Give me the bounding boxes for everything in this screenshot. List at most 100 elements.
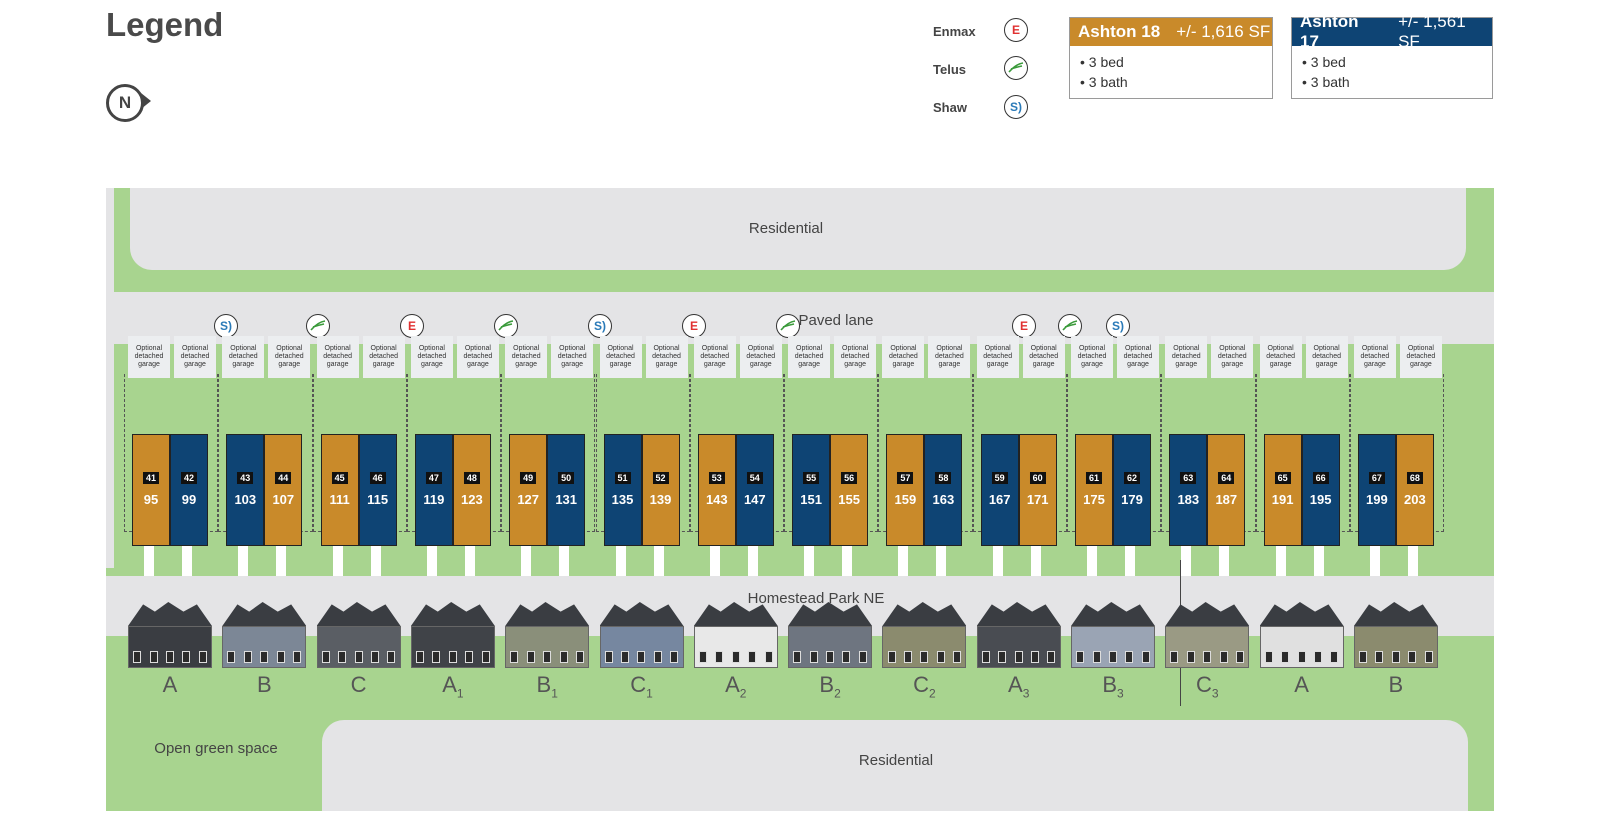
unit-lot-57[interactable]: 57 159 — [886, 434, 925, 546]
unit-lot-49[interactable]: 49 127 — [509, 434, 548, 546]
north-arrow-icon: N — [106, 84, 144, 122]
enmax-label: Enmax — [933, 24, 976, 39]
unit-lot-47[interactable]: 47 119 — [414, 434, 453, 546]
house-window — [293, 651, 302, 663]
lot-number: 48 — [463, 472, 480, 484]
optional-garage: Optional detached garage — [174, 336, 216, 378]
unit-lot-65[interactable]: 65 191 — [1263, 434, 1302, 546]
unit-lot-52[interactable]: 52 139 — [641, 434, 680, 546]
optional-garage: Optional detached garage — [1022, 336, 1065, 378]
optional-garage: Optional detached garage — [928, 336, 971, 378]
house-elevation-image — [1353, 602, 1438, 668]
unit-lot-68[interactable]: 68 203 — [1395, 434, 1434, 546]
unit-lot-43[interactable]: 43 103 — [226, 434, 265, 546]
lot-number: 56 — [841, 472, 858, 484]
unit-lot-56[interactable]: 56 155 — [830, 434, 869, 546]
front-walkway — [1087, 546, 1097, 576]
unit-lot-58[interactable]: 58 163 — [924, 434, 963, 546]
house-facade — [1353, 626, 1438, 668]
house-window — [543, 651, 552, 663]
lot-number: 62 — [1123, 472, 1141, 484]
front-walkway — [1369, 546, 1380, 576]
unit-lot-59[interactable]: 59 167 — [980, 434, 1019, 546]
lot-number: 57 — [897, 472, 914, 484]
shaw-icon: S) — [588, 314, 612, 338]
legend-title: Legend — [106, 6, 224, 43]
house-window — [1424, 651, 1433, 663]
house-window — [748, 651, 757, 663]
house-roof — [410, 602, 495, 626]
house-window — [338, 651, 347, 663]
unit-address: 175 — [1083, 492, 1105, 507]
house-window — [1408, 651, 1417, 663]
unit-address: 179 — [1121, 492, 1143, 507]
unit-address: 103 — [234, 492, 257, 507]
house-window — [1186, 651, 1195, 663]
house-roof — [222, 602, 307, 626]
telus-icon — [1058, 314, 1082, 338]
house-window — [481, 651, 490, 663]
front-walkway — [144, 546, 154, 576]
unit-lot-67[interactable]: 67 199 — [1357, 434, 1396, 546]
elevation-label: C — [350, 672, 367, 697]
house-window — [416, 651, 425, 663]
house-window — [243, 651, 252, 663]
lot-number: 52 — [652, 472, 669, 484]
unit-lot-41[interactable]: 41 95 — [132, 434, 170, 546]
house-window — [165, 651, 174, 663]
unit-lot-46[interactable]: 46 115 — [358, 434, 397, 546]
shaw-label: Shaw — [933, 100, 967, 115]
optional-garage: Optional detached garage — [693, 336, 736, 378]
house-elevation-image — [505, 602, 590, 668]
lot-number: 64 — [1218, 472, 1235, 484]
unit-address: 187 — [1215, 492, 1238, 507]
unit-lot-42[interactable]: 42 99 — [170, 434, 208, 546]
street-label: Homestead Park NE — [747, 590, 885, 607]
unit-lot-55[interactable]: 55 151 — [792, 434, 831, 546]
house-window — [510, 651, 519, 663]
unit-lot-53[interactable]: 53 143 — [697, 434, 736, 546]
unit-address: 171 — [1026, 492, 1049, 507]
unit-lot-50[interactable]: 50 131 — [547, 434, 586, 546]
optional-garage: Optional detached garage — [128, 336, 170, 378]
house-window — [133, 651, 142, 663]
front-walkway — [1407, 546, 1418, 576]
house-window — [887, 651, 896, 663]
house-window — [920, 651, 929, 663]
front-walkway — [1181, 546, 1192, 576]
house-roof — [1071, 602, 1155, 626]
unit-lot-61[interactable]: 61 175 — [1075, 434, 1113, 546]
front-walkway — [1219, 546, 1230, 576]
optional-garage: Optional detached garage — [1071, 336, 1113, 378]
house-window — [698, 651, 707, 663]
unit-address: 191 — [1271, 492, 1294, 507]
unit-lot-45[interactable]: 45 111 — [320, 434, 359, 546]
unit-lot-60[interactable]: 60 171 — [1018, 434, 1057, 546]
unit-address: 127 — [517, 492, 540, 507]
unit-address: 99 — [181, 492, 197, 507]
house-window — [604, 651, 613, 663]
unit-lot-54[interactable]: 54 147 — [735, 434, 774, 546]
front-walkway — [842, 546, 853, 576]
house-window — [559, 651, 568, 663]
house-window — [842, 651, 851, 663]
front-walkway — [898, 546, 909, 576]
model-feature: • 3 bed — [1080, 54, 1124, 70]
house-window — [1031, 651, 1040, 663]
optional-garage: Optional detached garage — [1399, 336, 1442, 378]
unit-lot-51[interactable]: 51 135 — [603, 434, 642, 546]
model-size: +/- 1,561 SF — [1398, 12, 1466, 51]
lot-number: 59 — [991, 472, 1008, 484]
unit-lot-62[interactable]: 62 179 — [1113, 434, 1151, 546]
house-elevation-image — [976, 602, 1061, 668]
optional-garage: Optional detached garage — [362, 336, 405, 378]
unit-lot-44[interactable]: 44 107 — [264, 434, 303, 546]
lot-number: 60 — [1029, 472, 1046, 484]
unit-lot-66[interactable]: 66 195 — [1301, 434, 1340, 546]
house-window — [1330, 651, 1339, 663]
model-card-ashton-17: Ashton 17 +/- 1,561 SF • 3 bed • 3 bath — [1291, 12, 1493, 99]
unit-address: 151 — [800, 492, 822, 507]
unit-lot-48[interactable]: 48 123 — [452, 434, 491, 546]
unit-lot-63[interactable]: 63 183 — [1169, 434, 1208, 546]
unit-lot-64[interactable]: 64 187 — [1207, 434, 1246, 546]
